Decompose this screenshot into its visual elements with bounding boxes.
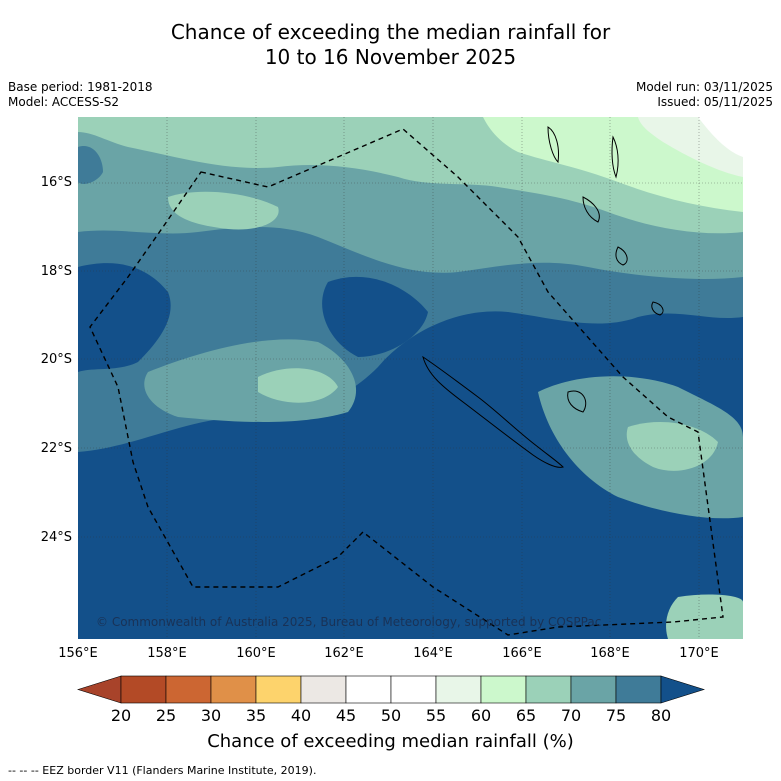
colorbar-tick-label: 60 bbox=[470, 706, 492, 725]
colorbar-swatch bbox=[570, 675, 617, 704]
model-run: Model run: 03/11/2025 bbox=[635, 80, 773, 94]
colorbar-swatch bbox=[615, 675, 662, 704]
island-outline bbox=[582, 196, 600, 223]
colorbar-swatch bbox=[480, 675, 527, 704]
meta-right: Model run: 03/11/2025 Issued: 05/11/2025 bbox=[636, 80, 773, 110]
colorbar-swatch bbox=[255, 675, 302, 704]
colorbar-extend-high bbox=[660, 675, 706, 704]
colorbar-swatch bbox=[300, 675, 347, 704]
colorbar-swatch bbox=[525, 675, 572, 704]
colorbar-tick-label: 55 bbox=[425, 706, 447, 725]
colorbar bbox=[76, 675, 706, 704]
new-caledonia-coastline bbox=[422, 355, 564, 468]
colorbar-tick-label: 30 bbox=[200, 706, 222, 725]
eez-footer-note: -- -- -- EEZ border V11 (Flanders Marine… bbox=[8, 764, 317, 777]
lat-label: 18°S bbox=[40, 264, 72, 279]
lon-label: 160°E bbox=[236, 646, 276, 661]
island-outline bbox=[611, 135, 619, 179]
colorbar-tick-label: 45 bbox=[335, 706, 357, 725]
lon-label: 168°E bbox=[590, 646, 630, 661]
island-outline bbox=[547, 126, 559, 164]
colorbar-tick-label: 40 bbox=[290, 706, 312, 725]
model-name: Model: ACCESS-S2 bbox=[8, 95, 120, 109]
zone-60-65 bbox=[666, 594, 743, 639]
zone-45-50 bbox=[698, 117, 743, 157]
rainfall-map bbox=[78, 117, 743, 639]
colorbar-swatch bbox=[390, 675, 437, 704]
colorbar-tick-label: 80 bbox=[650, 706, 672, 725]
colorbar-tick-label: 35 bbox=[245, 706, 267, 725]
colorbar-tick-label: 25 bbox=[155, 706, 177, 725]
graticule bbox=[78, 117, 743, 639]
lon-label: 156°E bbox=[58, 646, 98, 661]
eez-border bbox=[89, 128, 724, 636]
lat-label: 22°S bbox=[40, 441, 72, 456]
colorbar-swatch bbox=[345, 675, 392, 704]
title-line-2: 10 to 16 November 2025 bbox=[264, 45, 517, 69]
copyright-notice: © Commonwealth of Australia 2025, Bureau… bbox=[96, 615, 602, 629]
lon-label: 162°E bbox=[324, 646, 364, 661]
colorbar-swatch bbox=[210, 675, 257, 704]
lon-label: 158°E bbox=[147, 646, 187, 661]
colorbar-swatch bbox=[435, 675, 482, 704]
island-outline bbox=[651, 301, 664, 316]
colorbar-tick-label: 75 bbox=[605, 706, 627, 725]
lon-label: 170°E bbox=[679, 646, 719, 661]
base-period: Base period: 1981-2018 bbox=[8, 80, 153, 94]
zone-75-80 bbox=[78, 263, 171, 372]
zone-60-65 bbox=[258, 368, 338, 403]
zone-60-65 bbox=[168, 191, 279, 230]
map-canvas bbox=[78, 117, 743, 639]
lat-label: 20°S bbox=[40, 352, 72, 367]
lon-label: 164°E bbox=[413, 646, 453, 661]
zone-60-65 bbox=[626, 422, 718, 471]
colorbar-swatch bbox=[120, 675, 167, 704]
colorbar-swatch bbox=[165, 675, 212, 704]
island-outline bbox=[615, 246, 628, 266]
map-title: Chance of exceeding the median rainfall … bbox=[0, 20, 781, 70]
issued-date: Issued: 05/11/2025 bbox=[657, 95, 773, 109]
loyalty-island-outline bbox=[567, 390, 587, 413]
title-line-1: Chance of exceeding the median rainfall … bbox=[170, 20, 611, 44]
zone-75-80 bbox=[322, 276, 428, 357]
lat-label: 24°S bbox=[40, 530, 72, 545]
colorbar-title: Chance of exceeding median rainfall (%) bbox=[207, 731, 574, 752]
colorbar-extend-low bbox=[76, 675, 122, 704]
meta-left: Base period: 1981-2018 Model: ACCESS-S2 bbox=[8, 80, 153, 110]
lon-label: 166°E bbox=[502, 646, 542, 661]
colorbar-tick-label: 50 bbox=[380, 706, 402, 725]
colorbar-tick-label: 70 bbox=[560, 706, 582, 725]
zone-70-75 bbox=[78, 146, 103, 184]
colorbar-tick-label: 65 bbox=[515, 706, 537, 725]
lat-label: 16°S bbox=[40, 175, 72, 190]
colorbar-tick-label: 20 bbox=[110, 706, 132, 725]
